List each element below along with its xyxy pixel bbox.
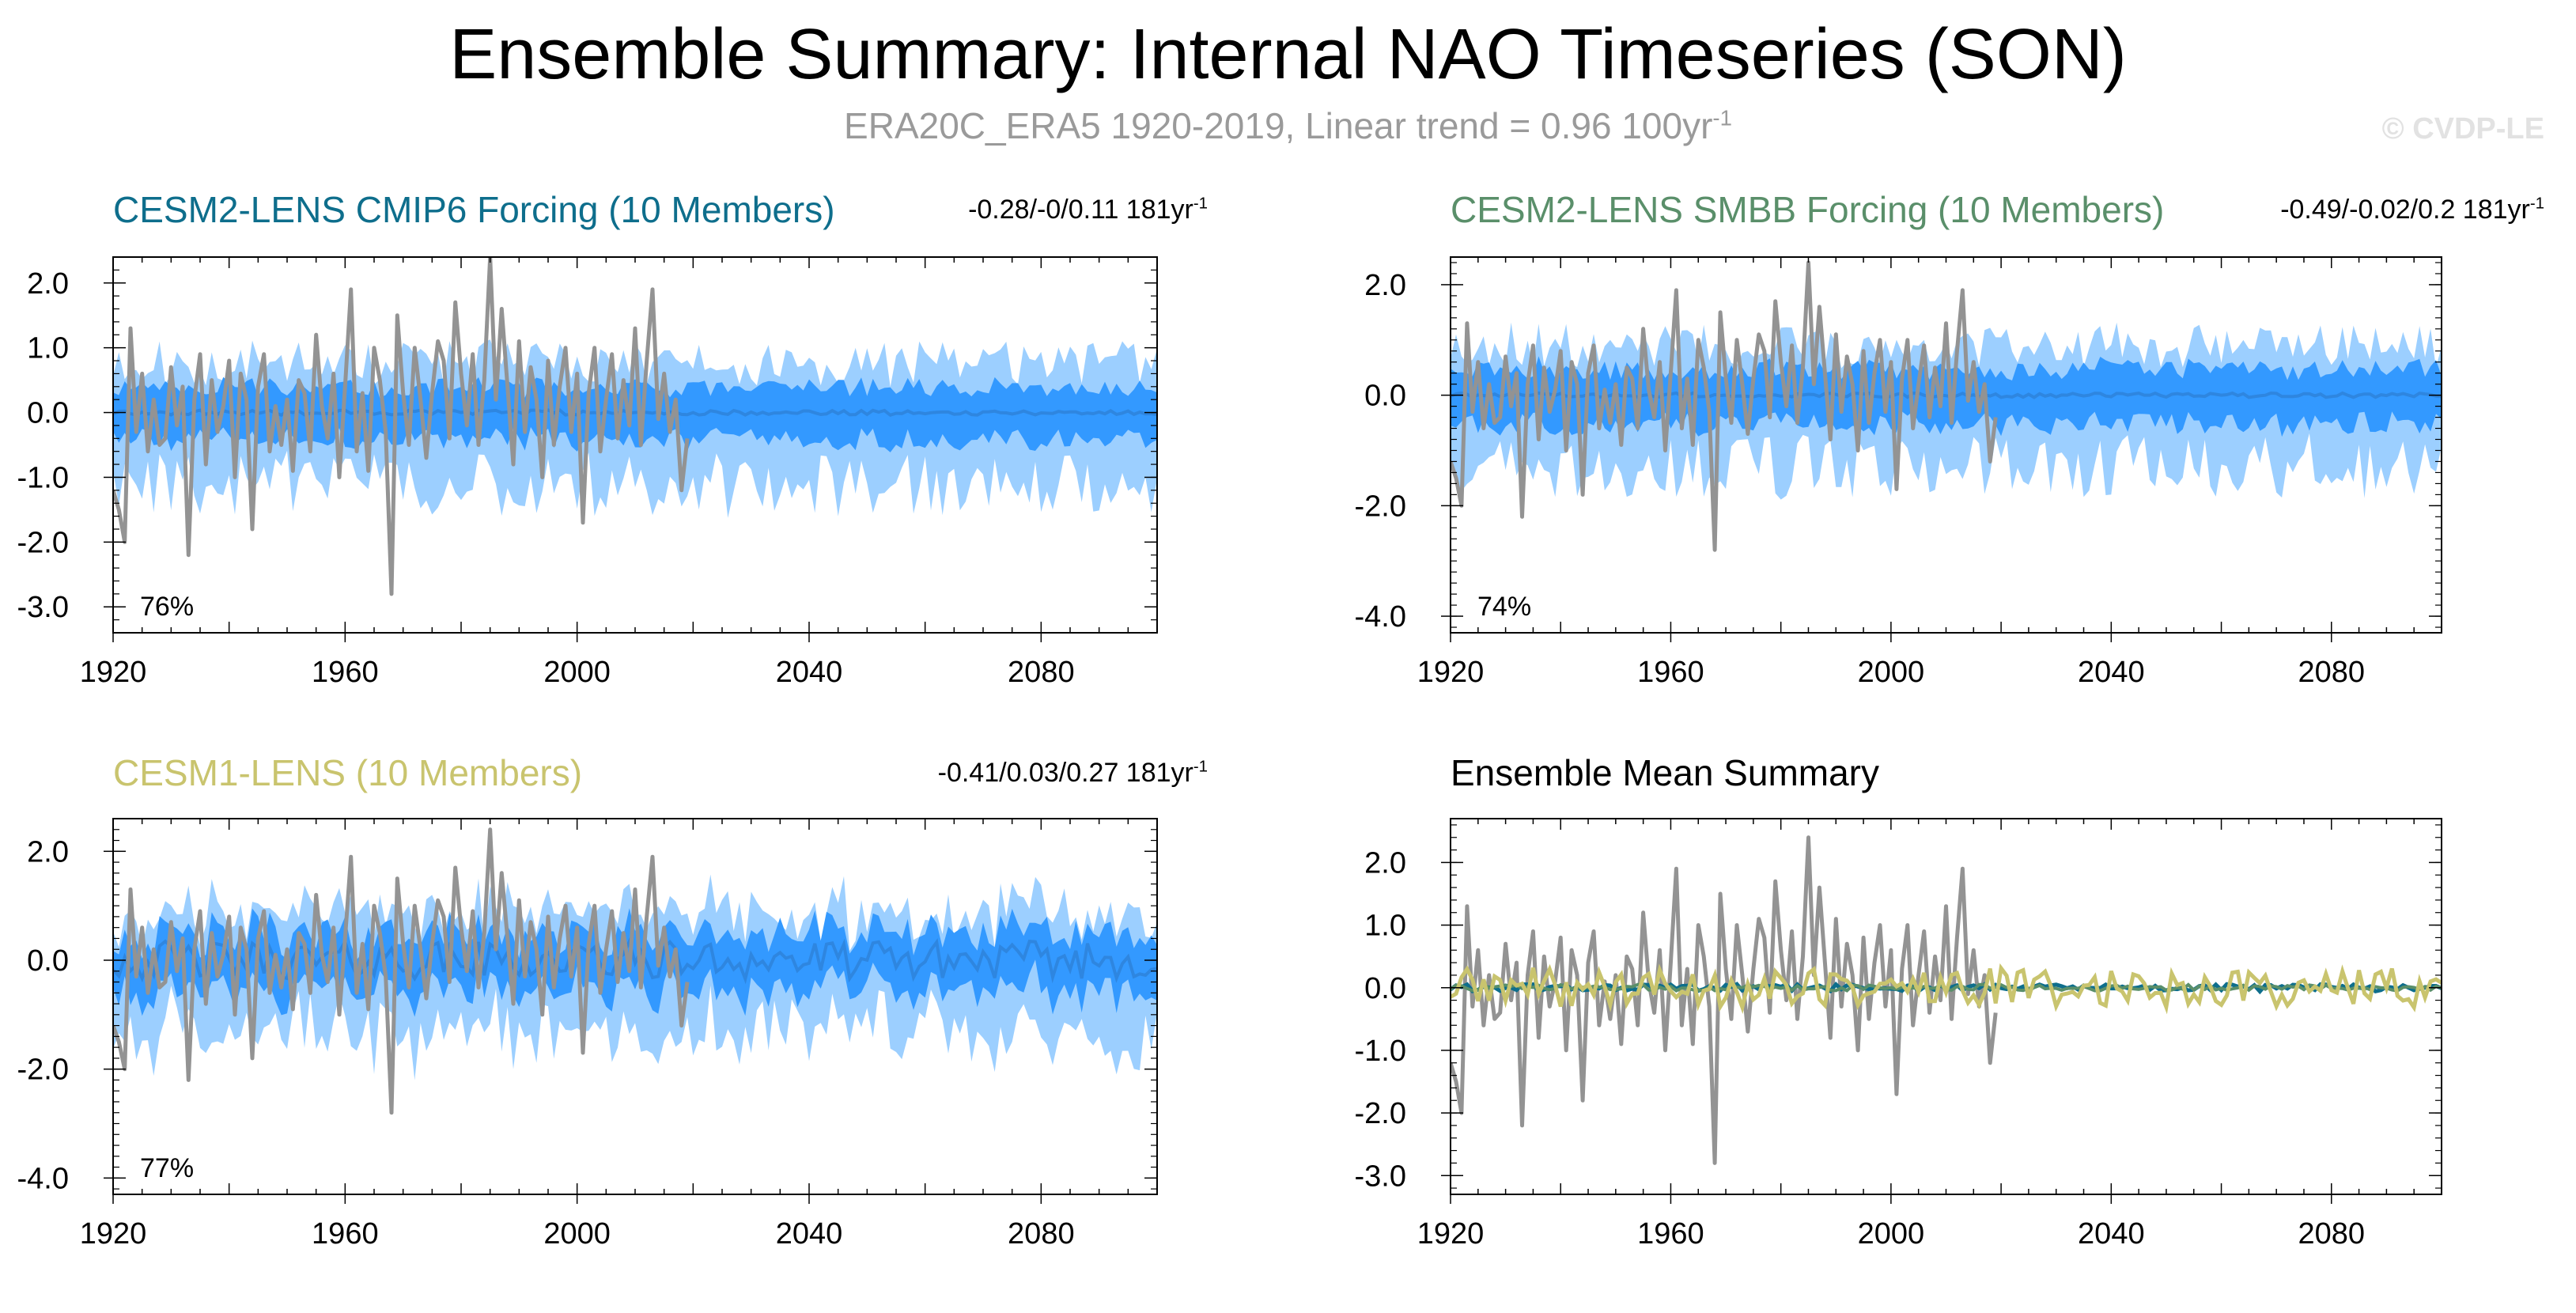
y-tick-label: 0.0	[1364, 380, 1406, 413]
axes: 1920 1960 2000 2040 2080 2.0 1.0 0.0 -1.0 -2.0 -3.…	[17, 256, 1158, 689]
subtitle-text: ERA20C_ERA5 1920-2019, Linear trend = 0.…	[844, 105, 1713, 146]
stat-text: -0.49/-0.02/0.2 181yr	[2280, 195, 2530, 225]
x-tick-label: 2080	[1008, 656, 1075, 689]
plot-area	[1451, 835, 2442, 1165]
percent-label: 77%	[140, 1153, 194, 1183]
y-tick-label: -1.0	[17, 461, 69, 494]
axes: 1920 1960 2000 2040 2080 2.0 0.0 -2.0 -4.0	[17, 818, 1158, 1251]
x-tick-label: 2040	[2078, 1217, 2145, 1251]
page-subtitle: ERA20C_ERA5 1920-2019, Linear trend = 0.…	[0, 104, 2576, 147]
watermark: © CVDP-LE	[2381, 112, 2544, 146]
y-tick-label: -2.0	[17, 526, 69, 559]
plot-frame	[112, 256, 1158, 634]
y-tick-label: -4.0	[17, 1162, 69, 1195]
x-tick-label: 2000	[543, 656, 611, 689]
x-tick-label: 1920	[1417, 656, 1485, 689]
y-tick-label: -2.0	[17, 1054, 69, 1087]
obs-line	[113, 827, 690, 1115]
chart-cesm1: 77% 1920 1960 2000 2040 2080 2.0 0.0 -2.0 -4.0	[17, 818, 1158, 1251]
stat-text: -0.41/0.03/0.27 181yr	[937, 758, 1193, 788]
axes: 1920 1960 2000 2040 2080 2.0 0.0 -2.0 -4.0	[1355, 256, 2442, 689]
chart-summary: 1920 1960 2000 2040 2080 2.0 1.0 0.0 -1.0 -2.0 -3.…	[1355, 818, 2442, 1251]
y-tick-label: 1.0	[27, 332, 69, 365]
panel-stat-cesm2-cmip6: -0.28/-0/0.11 181yr-1	[968, 195, 1208, 225]
panel-title-cesm2-smbb: CESM2-LENS SMBB Forcing (10 Members)	[1451, 189, 2165, 230]
y-tick-label: 0.0	[1364, 972, 1406, 1005]
x-tick-label: 2080	[2298, 656, 2366, 689]
y-tick-label: -2.0	[1355, 1097, 1406, 1130]
y-tick-label: -3.0	[1355, 1160, 1406, 1193]
x-tick-label: 1920	[80, 1217, 147, 1251]
x-tick-label: 1920	[1417, 1217, 1485, 1251]
x-tick-label: 2040	[776, 656, 843, 689]
percent-label: 74%	[1477, 592, 1531, 622]
stat-text: -0.28/-0/0.11 181yr	[968, 195, 1193, 225]
plot-area	[113, 827, 1157, 1115]
plot-area	[113, 257, 1157, 596]
y-tick-label: 2.0	[1364, 269, 1406, 302]
y-tick-label: 1.0	[1364, 910, 1406, 943]
plot-frame	[1450, 818, 2442, 1195]
chart-cesm2-cmip6: 76% 1920 1960 2000 2040 2080 2.0 1.0 0.0 -1.0 -2.0…	[17, 256, 1158, 689]
chart-cesm2-smbb: 74% 1920 1960 2000 2040 2080 2.0 0.0 -2.0 -4.0	[1355, 256, 2442, 689]
ensemble-mean-line	[113, 937, 1157, 985]
panel-title-summary: Ensemble Mean Summary	[1451, 752, 1879, 793]
subtitle-exponent: -1	[1712, 105, 1732, 131]
obs-line	[1451, 835, 1998, 1165]
x-tick-label: 1960	[312, 656, 379, 689]
axes: 1920 1960 2000 2040 2080 2.0 1.0 0.0 -1.0 -2.0 -3.…	[1355, 818, 2442, 1251]
x-tick-label: 2000	[1858, 1217, 1925, 1251]
ens-mean-cesm1	[1451, 963, 2442, 1015]
x-tick-label: 1960	[1637, 1217, 1704, 1251]
obs-line	[113, 257, 690, 596]
y-tick-label: 0.0	[27, 397, 69, 430]
x-tick-label: 1960	[312, 1217, 379, 1251]
x-tick-label: 2080	[2298, 1217, 2366, 1251]
panel-stat-cesm2-smbb: -0.49/-0.02/0.2 181yr-1	[2280, 195, 2544, 225]
plot-area	[1451, 260, 2442, 552]
y-tick-label: -1.0	[1355, 1035, 1406, 1068]
panel-stat-cesm1: -0.41/0.03/0.27 181yr-1	[938, 758, 1208, 789]
x-tick-label: 1920	[80, 656, 147, 689]
plot-frame	[112, 818, 1158, 1195]
y-tick-label: 0.0	[27, 944, 69, 978]
y-tick-label: -4.0	[1355, 600, 1406, 634]
x-tick-label: 2000	[543, 1217, 611, 1251]
x-tick-label: 1960	[1637, 656, 1704, 689]
y-tick-label: -3.0	[17, 591, 69, 624]
x-tick-label: 2080	[1008, 1217, 1075, 1251]
percent-label: 76%	[140, 592, 194, 622]
page-title: Ensemble Summary: Internal NAO Timeserie…	[449, 15, 2127, 94]
y-tick-label: 2.0	[1364, 846, 1406, 880]
ensemble-spread-inner	[113, 376, 1157, 452]
x-tick-label: 2000	[1858, 656, 1925, 689]
stat-exponent: -1	[1193, 758, 1208, 776]
panel-title-cesm1: CESM1-LENS (10 Members)	[113, 752, 583, 793]
stat-exponent: -1	[1193, 195, 1208, 213]
y-tick-label: -2.0	[1355, 490, 1406, 523]
x-tick-label: 2040	[2078, 656, 2145, 689]
panel-title-cesm2-cmip6: CESM2-LENS CMIP6 Forcing (10 Members)	[113, 189, 835, 230]
x-tick-label: 2040	[776, 1217, 843, 1251]
y-tick-label: 2.0	[27, 267, 69, 301]
obs-line	[1451, 260, 1998, 552]
y-tick-label: 2.0	[27, 835, 69, 868]
plot-frame	[1450, 256, 2442, 634]
stat-exponent: -1	[2529, 195, 2544, 213]
